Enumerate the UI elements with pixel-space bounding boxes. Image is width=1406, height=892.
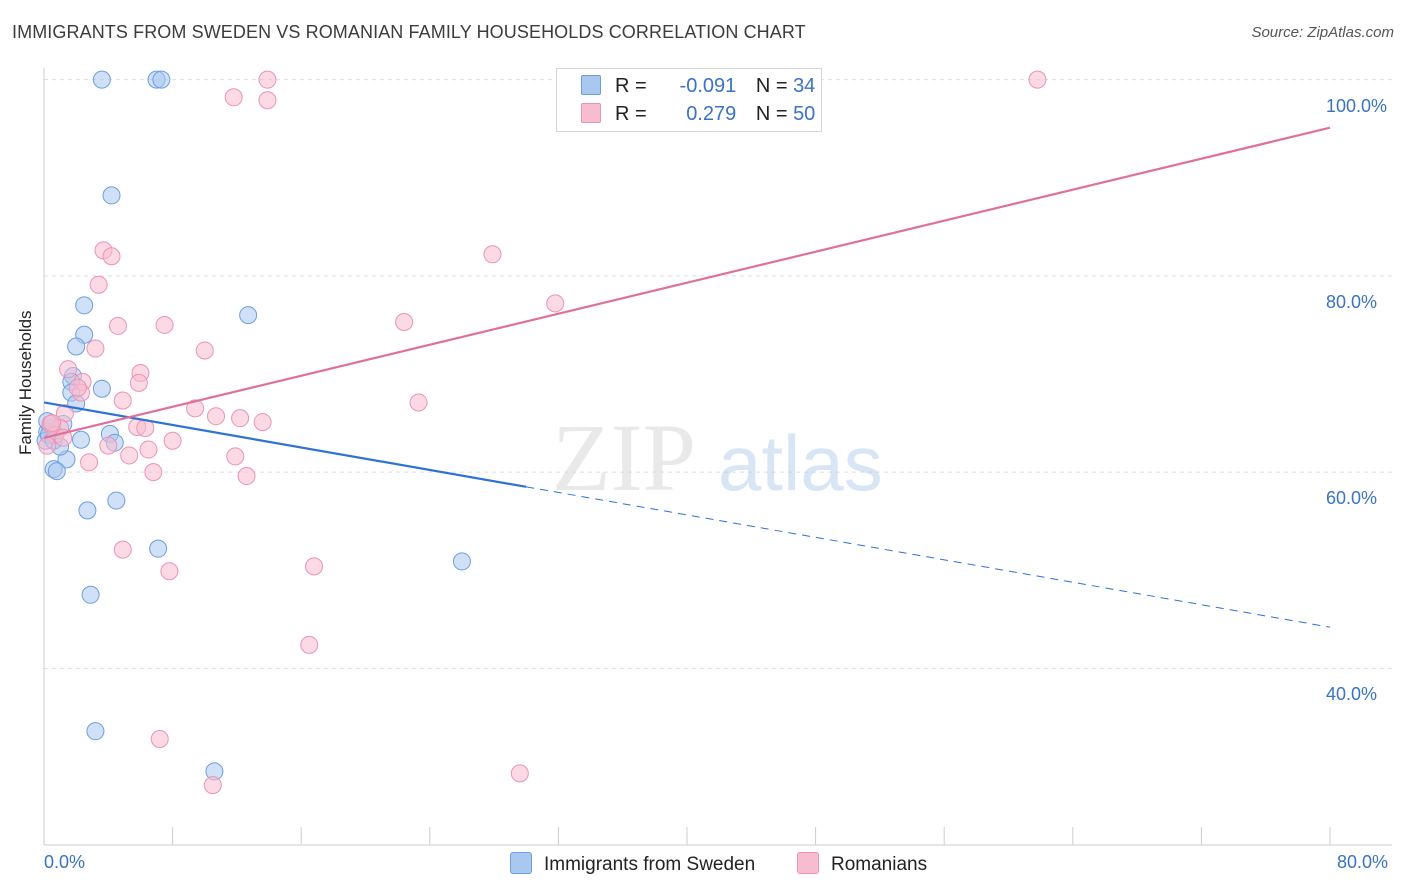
romanian-point [203,776,222,795]
sweden-point [239,306,258,325]
sweden-point [71,430,90,449]
legend-n-label: N = [755,103,788,125]
y-tick-label: 60.0% [1326,488,1378,509]
legend-r-label: R = [615,103,647,125]
sweden-point [47,462,66,481]
romanian-point [59,360,78,379]
trend-lines [43,126,1331,628]
legend-swatch-sweden [510,852,532,874]
romanian-point [89,275,108,294]
romanian-point [231,409,250,428]
romanian-point [258,91,277,110]
legend-row-romanian: R = 0.279 N = 50 [581,103,815,125]
watermark-atlas: atlas [718,419,883,507]
sweden-point [92,70,111,89]
stats-legend: R = -0.091 N = 34 R = 0.279 N = 50 [556,68,822,132]
axes [43,68,1392,846]
sweden-point [81,585,100,604]
romanian-point [546,294,565,313]
sweden-point [149,539,168,558]
romanian-point [102,247,121,266]
romanian-point [150,730,169,749]
x-tick-min: 0.0% [44,852,86,872]
romanian-point [68,378,87,397]
romanian-point [195,341,214,360]
romanian-point [258,70,277,89]
sweden-trend-line [43,401,527,488]
romanian-point [120,446,139,465]
sweden-trend-extension [526,486,1331,628]
legend-r-label: R = [615,75,647,97]
sweden-point [102,186,121,205]
chart-title: IMMIGRANTS FROM SWEDEN VS ROMANIAN FAMIL… [12,22,806,42]
romanian-point [155,315,174,334]
romanian-point [99,436,118,455]
sweden-point [75,296,94,315]
romanian-point [305,557,324,576]
romanian-point [237,467,256,486]
romanian-point [409,393,428,412]
sweden-point [152,70,171,89]
gridlines [44,79,1392,669]
romanian-point [226,447,245,466]
legend-item-sweden[interactable]: Immigrants from Sweden [510,852,755,876]
legend-swatch-romanian [581,103,601,123]
source-label: Source: ZipAtlas.com [1251,24,1394,41]
romanian-points [38,70,1047,795]
romanian-point [163,431,182,450]
watermark: ZIP atlas [552,404,883,511]
legend-n-value-sweden: 34 [793,75,816,97]
romanian-point [160,562,179,581]
x-tick-max: 80.0% [1337,852,1389,872]
romanian-point [113,391,132,410]
romanian-point [207,407,226,426]
y-axis-label: Family Households [16,310,35,455]
romanian-point [86,339,105,358]
romanian-point [224,88,243,107]
sweden-point [86,722,105,741]
legend-r-value-sweden: -0.091 [679,75,737,97]
sweden-point [92,379,111,398]
romanian-trend-line [43,126,1331,439]
romanian-point [186,399,205,418]
y-tick-label: 100.0% [1326,95,1388,116]
romanian-point [139,440,158,459]
watermark-zip: ZIP [552,404,696,511]
legend-label-romanian: Romanians [831,854,928,875]
legend-r-value-romanian: 0.279 [686,103,737,125]
romanian-point [1028,70,1047,89]
romanian-point [113,540,132,559]
romanian-point [510,764,529,783]
sweden-points [36,70,471,781]
legend-item-romanian[interactable]: Romanians [797,852,927,876]
romanian-point [253,413,272,432]
romanian-point [300,635,319,654]
legend-swatch-romanian [797,852,819,874]
y-tick-label: 40.0% [1326,684,1378,705]
legend-n-label: N = [755,75,788,97]
sweden-point [452,552,471,571]
legend-label-sweden: Immigrants from Sweden [544,854,756,875]
romanian-point [108,316,127,335]
legend-swatch-sweden [581,75,601,95]
romanian-point [129,373,148,392]
romanian-point [38,436,57,455]
sweden-point [107,491,126,510]
legend-n-value-romanian: 50 [793,103,816,125]
romanian-point [43,414,62,433]
romanian-point [80,453,99,472]
y-tick-label: 80.0% [1326,291,1378,312]
romanian-point [395,312,414,331]
romanian-point [144,463,163,482]
romanian-point [483,245,502,264]
series-legend: Immigrants from Sweden Romanians [0,852,1406,880]
legend-row-sweden: R = -0.091 N = 34 [581,75,815,97]
sweden-point [67,337,86,356]
sweden-point [78,501,97,520]
